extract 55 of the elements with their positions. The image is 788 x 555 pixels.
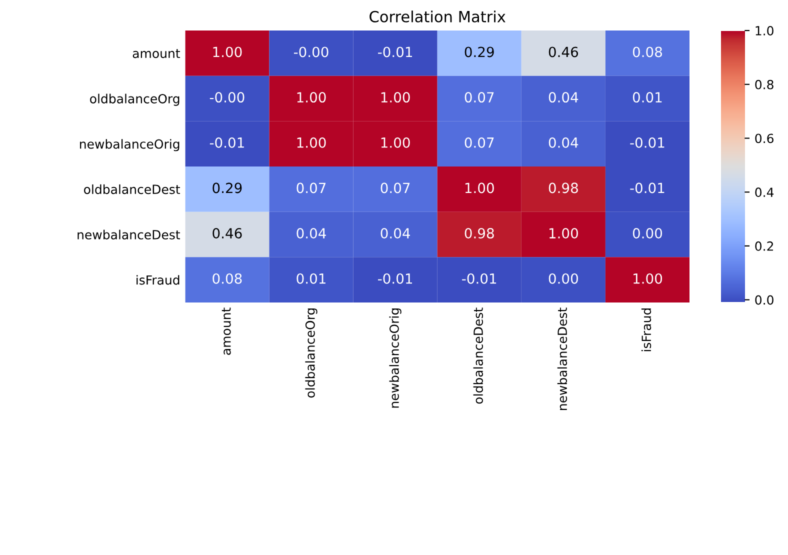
x-tick-label: oldbalanceDest xyxy=(473,308,483,404)
y-tick-label: amount xyxy=(132,49,180,58)
y-tick-label: oldbalanceDest xyxy=(84,184,180,194)
data-label: 0.98 xyxy=(548,182,578,194)
data-label: -0.01 xyxy=(210,137,244,148)
y-tick-label: oldbalanceOrg xyxy=(90,94,180,106)
data-label: -0.00 xyxy=(294,46,328,58)
data-label: -0.01 xyxy=(630,137,664,148)
data-label: 1.00 xyxy=(549,228,578,239)
data-label: 0.08 xyxy=(632,46,662,58)
data-label: -0.01 xyxy=(630,182,664,194)
x-tick-label: isFraud xyxy=(641,308,652,352)
color-bar-label: 1.0 xyxy=(756,26,774,36)
data-label: 0.98 xyxy=(464,228,494,239)
data-label: 1.00 xyxy=(465,182,494,194)
data-label: 0.07 xyxy=(380,182,410,194)
data-label: -0.01 xyxy=(378,273,412,284)
color-bar-label: 0.8 xyxy=(755,80,774,90)
data-label: -0.01 xyxy=(378,46,412,58)
color-bar-label: 0.4 xyxy=(755,188,774,198)
x-tick-label: amount xyxy=(222,308,231,355)
data-label: 0.29 xyxy=(464,46,494,58)
data-label: 0.01 xyxy=(632,92,662,103)
y-tick-label: isFraud xyxy=(136,275,180,285)
chart-title: Correlation Matrix xyxy=(370,10,506,22)
data-label: 0.04 xyxy=(548,92,578,103)
y-tick-label: newbalanceOrig xyxy=(80,139,180,152)
data-label: 0.01 xyxy=(296,273,326,284)
x-tick-label: oldbalanceOrg xyxy=(305,308,318,398)
data-label: 1.00 xyxy=(297,137,326,148)
x-tick-label: newbalanceOrig xyxy=(389,308,402,408)
data-label: -0.00 xyxy=(210,92,244,103)
x-tick-label: newbalanceDest xyxy=(557,308,568,410)
data-label: 0.29 xyxy=(212,182,242,194)
data-label: 0.07 xyxy=(464,92,494,103)
data-label: 1.00 xyxy=(381,92,410,103)
data-label: 0.00 xyxy=(632,228,662,239)
color-bar-label: 0.6 xyxy=(755,134,774,144)
data-label: 0.04 xyxy=(380,228,410,239)
data-label: 0.46 xyxy=(212,228,242,239)
y-tick-label: newbalanceDest xyxy=(78,230,180,240)
data-label: 1.00 xyxy=(634,273,662,284)
data-label: -0.01 xyxy=(462,273,496,284)
color-bar-label: 0.2 xyxy=(755,241,774,251)
data-label: 0.04 xyxy=(296,228,326,239)
data-label: 0.00 xyxy=(548,273,578,284)
data-label: 0.07 xyxy=(464,137,494,148)
data-label: 1.00 xyxy=(213,46,242,58)
data-label: 0.46 xyxy=(548,46,578,58)
data-label: 1.00 xyxy=(297,92,326,103)
data-label: 0.08 xyxy=(212,273,242,284)
data-label: 1.00 xyxy=(381,137,410,148)
data-label: 0.07 xyxy=(296,182,326,194)
data-label: 0.04 xyxy=(548,137,578,148)
color-bar-label: 0.0 xyxy=(755,295,774,305)
